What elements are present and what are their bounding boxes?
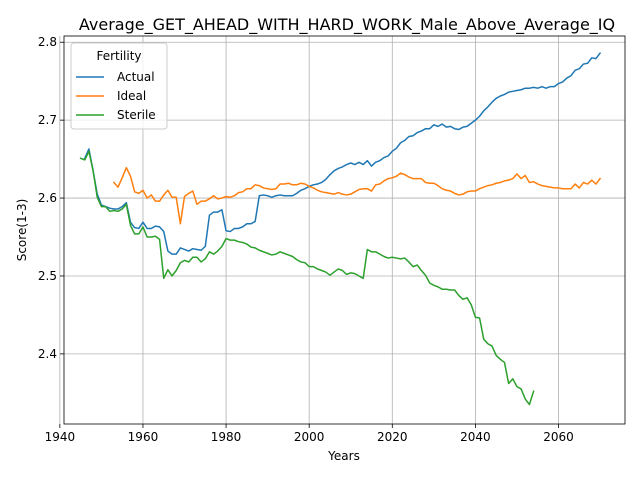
legend-items: Actual Ideal Sterile	[76, 70, 156, 122]
y-tick-label: 2.8	[38, 35, 57, 49]
series-line-ideal	[112, 166, 602, 225]
y-axis: 2.4 2.5 2.6 2.7 2.8	[38, 35, 64, 361]
legend-label-ideal: Ideal	[117, 89, 146, 103]
x-tick-label: 2060	[543, 430, 574, 444]
x-tick-label: 1960	[128, 430, 159, 444]
legend-box	[70, 42, 168, 130]
x-tick-label: 1940	[45, 430, 76, 444]
series-line-sterile	[79, 150, 535, 406]
x-tick-label: 1980	[211, 430, 242, 444]
plot-area-frame	[63, 35, 626, 425]
x-axis: 1940 1960 1980 2000 2020 2040 2060	[45, 424, 574, 444]
y-tick-label: 2.6	[38, 191, 57, 205]
y-tick-label: 2.4	[38, 347, 57, 361]
x-tick-label: 2040	[460, 430, 491, 444]
legend-title: Fertility	[96, 49, 141, 63]
chart-title: Average_GET_AHEAD_WITH_HARD_WORK_Male_Ab…	[79, 15, 615, 35]
series-layer	[79, 52, 602, 406]
x-tick-label: 2000	[294, 430, 325, 444]
legend-label-actual: Actual	[117, 70, 155, 84]
y-axis-label: Score(1-3)	[15, 199, 29, 262]
y-tick-label: 2.7	[38, 113, 57, 127]
legend: Fertility Actual Ideal Sterile	[70, 42, 168, 130]
series-line-actual	[83, 52, 602, 255]
legend-label-sterile: Sterile	[117, 108, 156, 122]
x-axis-label: Years	[327, 449, 360, 463]
x-tick-label: 2020	[377, 430, 408, 444]
y-tick-label: 2.5	[38, 269, 57, 283]
